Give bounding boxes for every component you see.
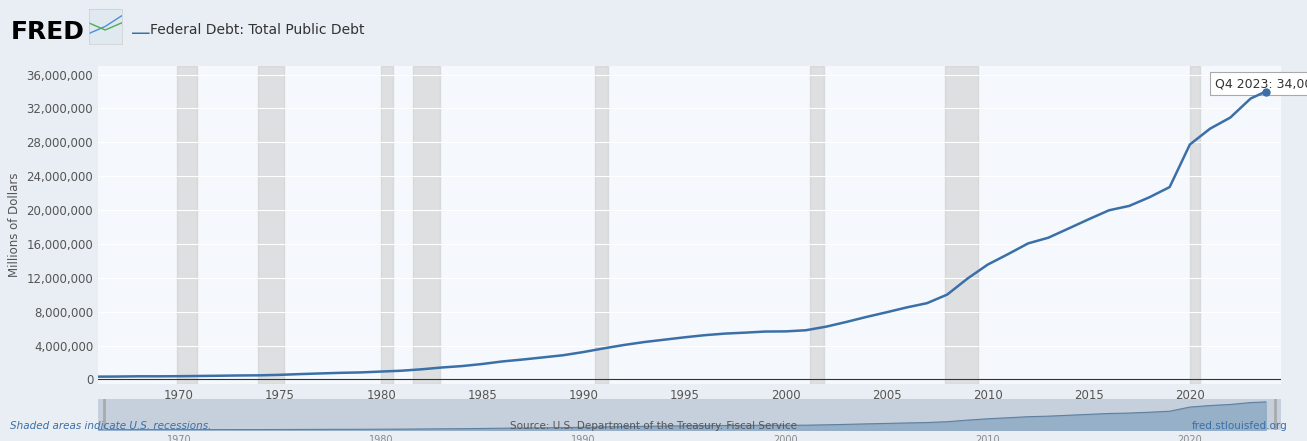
Bar (257, 66, 284, 384)
Text: fred.stlouisfed.org: fred.stlouisfed.org (1192, 421, 1287, 431)
Bar (382, 66, 393, 384)
Bar (1189, 66, 1200, 384)
Text: Federal Debt: Total Public Debt: Federal Debt: Total Public Debt (150, 23, 365, 37)
Text: FRED: FRED (10, 20, 85, 44)
Text: Q4 2023: 34,001,494: Q4 2023: 34,001,494 (1216, 77, 1307, 90)
Text: —: — (131, 24, 150, 43)
Y-axis label: Millions of Dollars: Millions of Dollars (8, 173, 21, 277)
Bar (596, 66, 608, 384)
Bar (413, 66, 439, 384)
Bar (810, 66, 823, 384)
Text: Source: U.S. Department of the Treasury. Fiscal Service: Source: U.S. Department of the Treasury.… (510, 421, 797, 431)
Bar (176, 66, 197, 384)
Bar (945, 66, 978, 384)
Text: Shaded areas indicate U.S. recessions.: Shaded areas indicate U.S. recessions. (10, 421, 212, 431)
